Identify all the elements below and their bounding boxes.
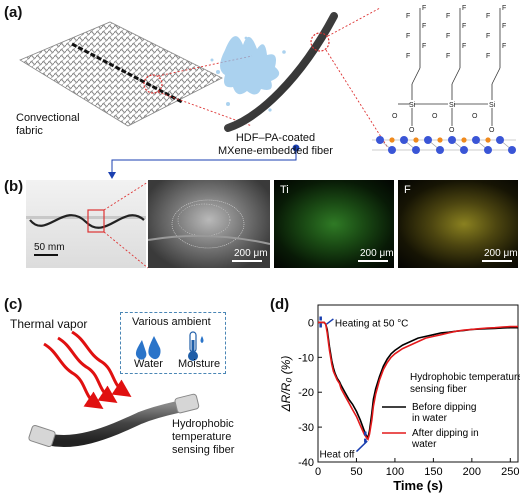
svg-text:Si: Si	[449, 102, 456, 109]
svg-text:F: F	[486, 33, 490, 40]
svg-text:F: F	[486, 13, 490, 20]
y-tick-label: -20	[298, 387, 314, 399]
coated-fiber	[224, 12, 338, 132]
legend-title: Hydrophobic temperature	[410, 372, 520, 383]
water-label: Water	[134, 358, 163, 370]
photo-scale-label: 50 mm	[34, 242, 65, 253]
svg-text:Si: Si	[489, 102, 496, 109]
y-tick-label: -30	[298, 422, 314, 434]
legend-entry-1: in water	[412, 413, 448, 424]
svg-text:F: F	[502, 5, 506, 12]
water-drop-icon	[135, 336, 161, 360]
legend-title: sensing fiber	[410, 384, 467, 395]
x-tick-label: 150	[424, 466, 442, 478]
svg-text:F: F	[502, 23, 506, 30]
sem-scale-label: 200 μm	[234, 248, 268, 259]
fiber-zoom-circle	[310, 32, 330, 52]
ambient-title: Various ambient	[132, 316, 211, 328]
photo-scalebar	[34, 254, 58, 256]
fabric-sheet	[19, 21, 223, 127]
svg-text:O: O	[409, 127, 415, 134]
svg-text:F: F	[422, 5, 426, 12]
svg-text:F: F	[446, 53, 450, 60]
y-tick-label: 0	[308, 317, 314, 329]
heating-arrow	[326, 318, 334, 325]
annotation-heat-off: Heat off	[320, 449, 355, 460]
x-tick-label: 250	[501, 466, 519, 478]
svg-text:F: F	[462, 23, 466, 30]
svg-text:O: O	[472, 113, 478, 120]
svg-text:F: F	[446, 33, 450, 40]
sem-scalebar	[232, 260, 262, 262]
svg-text:F: F	[462, 5, 466, 12]
f-eds-map: F 200 μm	[398, 180, 518, 268]
fiber-end-cap-right	[174, 393, 200, 414]
svg-text:O: O	[489, 127, 495, 134]
x-axis-label: Time (s)	[393, 478, 443, 493]
thermometer-icon	[188, 331, 204, 361]
svg-text:F: F	[406, 13, 410, 20]
ti-eds-map: Ti 200 μm	[274, 180, 394, 268]
legend-entry-2: After dipping in	[412, 428, 479, 439]
svg-text:F: F	[422, 23, 426, 30]
svg-text:F: F	[486, 53, 490, 60]
sem-image: 200 μm	[148, 180, 270, 268]
x-tick-label: 100	[386, 466, 404, 478]
fiber-label: HDF–PA-coated MXene-embedded fiber	[218, 132, 333, 157]
x-tick-label: 0	[315, 466, 321, 478]
sensing-fiber-tube	[32, 399, 192, 448]
legend-entry-1: Before dipping	[412, 402, 477, 413]
f-scale-label: 200 μm	[484, 248, 518, 259]
svg-text:O: O	[449, 127, 455, 134]
svg-text:F: F	[406, 33, 410, 40]
svg-text:F: F	[406, 53, 410, 60]
y-tick-label: -10	[298, 352, 314, 364]
panel-c-label: (c)	[4, 296, 23, 313]
panel-a-label: (a)	[4, 4, 23, 21]
svg-text:F: F	[502, 43, 506, 50]
svg-text:F: F	[422, 43, 426, 50]
f-map-label: F	[404, 184, 411, 196]
svg-text:O: O	[392, 113, 398, 120]
ambient-box	[120, 312, 226, 374]
series-line-2	[318, 321, 518, 441]
x-tick-label: 200	[463, 466, 481, 478]
svg-text:O: O	[432, 113, 438, 120]
x-tick-label: 50	[350, 466, 362, 478]
y-axis-label: ΔR/R₀ (%)	[279, 356, 293, 413]
ti-scalebar	[358, 260, 388, 262]
plot-frame	[317, 304, 519, 463]
panel-b-label: (b)	[4, 178, 24, 195]
moisture-label: Moisture	[178, 358, 221, 370]
panel-d-label: (d)	[270, 296, 290, 313]
svg-text:F: F	[446, 13, 450, 20]
thermal-vapor-arrows	[43, 330, 132, 409]
svg-text:F: F	[462, 43, 466, 50]
fabric-label: Convectional fabric	[16, 112, 80, 137]
legend-entry-2: water	[411, 439, 437, 450]
fiber-end-cap-left	[28, 424, 56, 448]
svg-text:Si: Si	[409, 102, 416, 109]
heat-off-arrow	[355, 440, 368, 453]
molecular-structure: F F F F F F F F F F F F F F F F F F Si Si Si O O O O O O	[372, 5, 516, 154]
sensing-fiber-label: Hydrophobic temperature sensing fiber	[172, 418, 235, 456]
annotation-heating: Heating at 50 °C	[335, 318, 409, 329]
f-scalebar	[482, 260, 512, 262]
ti-map-label: Ti	[280, 184, 289, 196]
ti-scale-label: 200 μm	[360, 248, 394, 259]
fiber-photo: 50 mm	[26, 180, 146, 268]
fabric-zoom-circle	[143, 74, 163, 94]
thermal-vapor-label: Thermal vapor	[10, 317, 88, 331]
y-tick-label: -40	[298, 457, 314, 469]
